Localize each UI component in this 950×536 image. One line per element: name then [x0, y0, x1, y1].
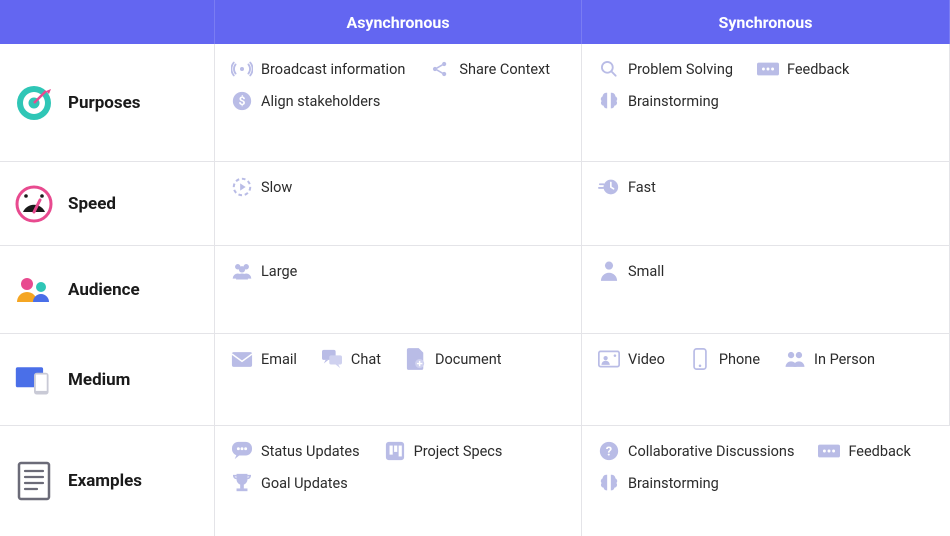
item-text: Align stakeholders: [261, 93, 380, 110]
item: ? Collaborative Discussions: [598, 440, 794, 462]
item: Video: [598, 348, 665, 370]
row-label-examples: Examples: [0, 426, 215, 536]
row-title: Examples: [68, 471, 142, 491]
row-label-speed: Speed: [0, 162, 215, 246]
dots-icon: [818, 440, 840, 462]
row-title: Purposes: [68, 93, 141, 113]
group-icon: [231, 260, 253, 282]
svg-text:?: ?: [606, 445, 612, 460]
comparison-table: Asynchronous Synchronous Purposes Broadc…: [0, 0, 950, 536]
header-blank: [0, 0, 215, 44]
item-text: Chat: [351, 351, 381, 368]
item-text: Phone: [719, 351, 760, 368]
row-label-purposes: Purposes: [0, 44, 215, 162]
item: Chat: [321, 348, 381, 370]
brain-icon: [598, 472, 620, 494]
item: In Person: [784, 348, 875, 370]
item: Status Updates: [231, 440, 360, 462]
two-person-icon: [784, 348, 806, 370]
row-title: Medium: [68, 370, 130, 390]
devices-icon: [14, 360, 54, 400]
svg-text:$: $: [239, 94, 246, 108]
item: Slow: [231, 176, 292, 198]
item-text: Brainstorming: [628, 93, 719, 110]
item: Share Context: [429, 58, 550, 80]
cell-audience-sync: Small: [582, 246, 950, 334]
item: Small: [598, 260, 664, 282]
cell-examples-sync: ? Collaborative Discussions Feedback Bra…: [582, 426, 950, 536]
person-icon: [598, 260, 620, 282]
item-text: Fast: [628, 179, 656, 196]
item-text: Small: [628, 263, 664, 280]
item: Broadcast information: [231, 58, 405, 80]
item: Email: [231, 348, 297, 370]
item-text: Large: [261, 263, 297, 280]
item: Goal Updates: [231, 472, 565, 494]
item-text: Document: [435, 351, 502, 368]
item-text: Email: [261, 351, 297, 368]
item: Brainstorming: [598, 472, 934, 494]
item: Phone: [689, 348, 760, 370]
cell-purposes-sync: Problem Solving Feedback Brainstorming: [582, 44, 950, 162]
cell-speed-sync: Fast: [582, 162, 950, 246]
cell-examples-async: Status Updates Project Specs Goal Update…: [215, 426, 582, 536]
row-label-medium: Medium: [0, 334, 215, 426]
item: Problem Solving: [598, 58, 733, 80]
item-text: Project Specs: [414, 443, 503, 460]
item-text: Share Context: [459, 61, 550, 78]
item-text: Slow: [261, 179, 292, 196]
question-icon: ?: [598, 440, 620, 462]
cell-medium-sync: Video Phone In Person: [582, 334, 950, 426]
mail-icon: [231, 348, 253, 370]
chat-icon: [321, 348, 343, 370]
phone-icon: [689, 348, 711, 370]
cell-audience-async: Large: [215, 246, 582, 334]
item-text: Goal Updates: [261, 475, 348, 492]
item-text: Feedback: [787, 61, 849, 78]
target-icon: [14, 83, 54, 123]
item-text: Status Updates: [261, 443, 360, 460]
dots-icon: [757, 58, 779, 80]
item: Large: [231, 260, 297, 282]
item: Feedback: [757, 58, 849, 80]
board-icon: [384, 440, 406, 462]
speech-dots-icon: [231, 440, 253, 462]
cell-purposes-async: Broadcast information Share Context $ Al…: [215, 44, 582, 162]
item: Feedback: [818, 440, 910, 462]
item-text: Feedback: [848, 443, 910, 460]
cell-medium-async: Email Chat Document: [215, 334, 582, 426]
doc-plus-icon: [405, 348, 427, 370]
header-async: Asynchronous: [215, 0, 582, 44]
dollar-icon: $: [231, 90, 253, 112]
item: Brainstorming: [598, 90, 933, 112]
gauge-icon: [14, 184, 54, 224]
header-sync: Synchronous: [582, 0, 950, 44]
document-icon: [14, 461, 54, 501]
people-color-icon: [14, 270, 54, 310]
row-label-audience: Audience: [0, 246, 215, 334]
item-text: Problem Solving: [628, 61, 733, 78]
cell-speed-async: Slow: [215, 162, 582, 246]
trophy-icon: [231, 472, 253, 494]
fast-icon: [598, 176, 620, 198]
row-title: Audience: [68, 280, 140, 300]
item-text: Broadcast information: [261, 61, 405, 78]
item: $ Align stakeholders: [231, 90, 565, 112]
item: Fast: [598, 176, 656, 198]
brain-icon: [598, 90, 620, 112]
item: Document: [405, 348, 502, 370]
item-text: Video: [628, 351, 665, 368]
search-icon: [598, 58, 620, 80]
item-text: Collaborative Discussions: [628, 443, 794, 460]
share-icon: [429, 58, 451, 80]
item-text: Brainstorming: [628, 475, 719, 492]
item: Project Specs: [384, 440, 503, 462]
video-icon: [598, 348, 620, 370]
item-text: In Person: [814, 351, 875, 368]
row-title: Speed: [68, 194, 116, 214]
broadcast-icon: [231, 58, 253, 80]
play-dashed-icon: [231, 176, 253, 198]
